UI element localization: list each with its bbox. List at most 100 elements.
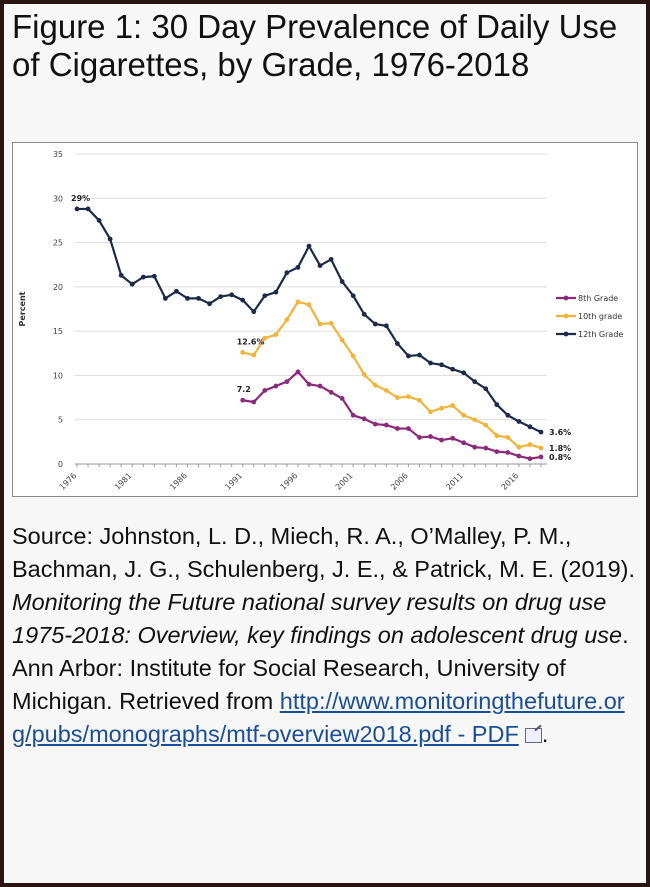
data-point bbox=[273, 332, 279, 338]
data-point bbox=[262, 293, 268, 299]
legend-label: 8th Grade bbox=[578, 294, 618, 303]
data-point bbox=[185, 295, 190, 301]
source-suffix: . bbox=[541, 721, 549, 747]
data-point bbox=[428, 409, 433, 415]
data-point bbox=[240, 297, 246, 303]
data-point bbox=[129, 281, 135, 287]
data-point bbox=[516, 419, 522, 424]
data-point bbox=[306, 381, 312, 387]
external-link-icon[interactable] bbox=[524, 728, 542, 743]
data-point bbox=[317, 383, 323, 389]
data-point bbox=[96, 218, 102, 223]
x-tick-label: 1996 bbox=[279, 471, 300, 492]
legend-marker bbox=[563, 313, 569, 319]
data-point bbox=[461, 370, 467, 376]
data-point bbox=[74, 206, 80, 212]
data-point bbox=[306, 243, 312, 249]
data-point bbox=[417, 397, 422, 403]
data-point bbox=[472, 444, 478, 450]
data-point bbox=[483, 445, 489, 451]
x-tick-label: 1986 bbox=[168, 471, 189, 492]
data-point bbox=[328, 320, 334, 326]
data-point bbox=[505, 412, 511, 418]
y-tick-label: 15 bbox=[53, 327, 63, 336]
series-line-10th-grade bbox=[242, 300, 542, 450]
data-point bbox=[383, 388, 389, 393]
source-citation: Source: Johnston, L. D., Miech, R. A., O… bbox=[12, 520, 640, 751]
source-link[interactable]: http://www.monitoringthefuture.org/pubs/… bbox=[12, 688, 625, 747]
data-point bbox=[317, 321, 323, 327]
x-tick-label: 1991 bbox=[223, 471, 244, 492]
data-point bbox=[350, 293, 356, 299]
source-middle: . Ann Arbor: Institute for Social Resear… bbox=[12, 622, 629, 714]
data-point bbox=[273, 383, 279, 389]
data-point bbox=[483, 386, 489, 392]
data-point bbox=[162, 295, 168, 301]
data-point bbox=[196, 295, 201, 301]
data-point bbox=[527, 456, 533, 462]
data-point bbox=[394, 426, 400, 431]
data-point bbox=[140, 274, 146, 280]
source-title: Monitoring the Future national survey re… bbox=[12, 589, 623, 648]
data-point bbox=[505, 435, 511, 440]
data-point bbox=[372, 382, 378, 388]
data-point bbox=[328, 257, 334, 262]
data-point bbox=[439, 362, 444, 368]
data-point bbox=[516, 444, 522, 450]
page: Figure 1: 30 Day Prevalence of Daily Use… bbox=[4, 4, 646, 883]
data-point bbox=[284, 270, 290, 276]
legend-label: 10th grade bbox=[578, 312, 622, 321]
data-point bbox=[240, 397, 246, 403]
y-tick-label: 5 bbox=[58, 416, 63, 425]
data-point bbox=[251, 309, 257, 315]
data-point bbox=[107, 236, 113, 242]
data-point bbox=[428, 360, 433, 366]
data-point bbox=[85, 206, 91, 212]
data-point bbox=[483, 422, 489, 428]
data-point bbox=[538, 429, 544, 435]
data-point bbox=[538, 445, 544, 451]
data-point bbox=[118, 272, 124, 278]
data-point bbox=[273, 289, 279, 295]
data-point bbox=[505, 450, 511, 455]
data-point bbox=[417, 435, 422, 440]
data-point bbox=[306, 302, 312, 307]
source-prefix: Source: Johnston, L. D., Miech, R. A., O… bbox=[12, 523, 636, 582]
data-point bbox=[406, 426, 411, 431]
data-point bbox=[494, 433, 500, 439]
data-point bbox=[328, 389, 334, 395]
x-tick-label: 2016 bbox=[500, 471, 521, 492]
data-point bbox=[295, 299, 301, 305]
x-tick-label: 2006 bbox=[389, 471, 410, 492]
legend-marker bbox=[563, 331, 569, 337]
data-point bbox=[372, 421, 378, 427]
x-tick-label: 2001 bbox=[334, 471, 355, 492]
data-point bbox=[229, 292, 235, 298]
data-point bbox=[350, 353, 356, 359]
figure-title: Figure 1: 30 Day Prevalence of Daily Use… bbox=[12, 8, 618, 83]
data-point bbox=[174, 288, 179, 294]
y-tick-label: 30 bbox=[53, 194, 63, 203]
y-tick-label: 35 bbox=[53, 150, 63, 159]
data-point bbox=[538, 454, 544, 460]
data-point bbox=[361, 416, 367, 422]
data-point bbox=[394, 395, 400, 400]
data-label: 12.6% bbox=[237, 337, 265, 346]
data-point bbox=[461, 412, 467, 418]
data-point bbox=[317, 263, 323, 268]
data-point bbox=[284, 379, 290, 385]
data-point bbox=[461, 440, 467, 446]
data-point bbox=[383, 422, 389, 428]
line-chart: 0 5 10 15 20 25 30 35 1976 1981 1986 1991 1996 2001 20… bbox=[18, 150, 623, 492]
x-tick-label: 1981 bbox=[113, 471, 134, 492]
y-tick-label: 0 bbox=[58, 460, 63, 469]
data-point bbox=[450, 366, 456, 372]
data-point bbox=[450, 403, 456, 408]
legend-marker bbox=[563, 295, 569, 301]
data-point bbox=[472, 417, 478, 423]
data-point bbox=[339, 337, 345, 343]
data-point bbox=[428, 434, 433, 439]
data-point bbox=[372, 321, 378, 327]
data-label: 1.8% bbox=[549, 444, 571, 453]
data-point bbox=[218, 294, 224, 299]
